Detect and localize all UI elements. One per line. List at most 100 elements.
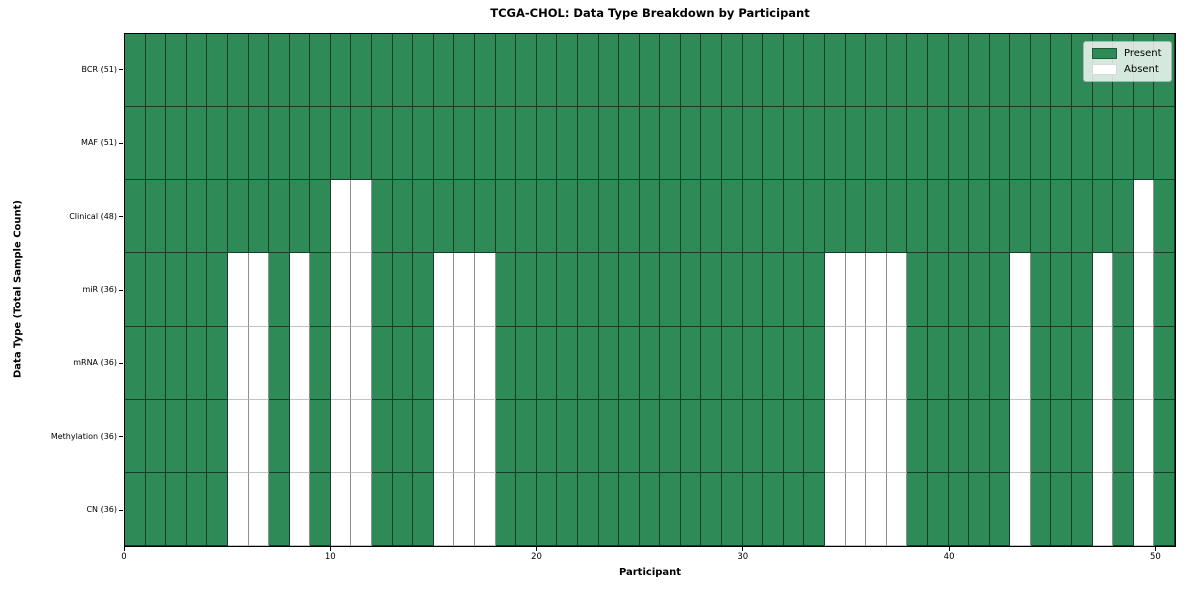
matrix-cell [763,326,784,400]
matrix-cell [186,107,208,181]
matrix-cell [433,34,455,108]
matrix-cell [1113,326,1134,400]
matrix-cell [557,34,578,108]
matrix-cell [166,180,187,254]
matrix-cell [1092,472,1114,546]
matrix-cell [680,399,702,473]
matrix-cell [1010,472,1031,546]
matrix-cell [536,34,558,108]
matrix-cell [722,180,743,254]
matrix-cell [619,472,640,546]
matrix-cell [289,180,311,254]
matrix-cell [742,107,764,181]
matrix-cell [372,399,393,473]
matrix-cell [1010,326,1031,400]
matrix-cell [557,107,578,181]
matrix-cell [454,253,475,327]
matrix-cell [125,107,146,181]
y-tick-label: miR (36) [82,285,117,294]
matrix-cell [927,34,949,108]
matrix-cell [207,180,228,254]
matrix-cell [1030,34,1052,108]
matrix-cell [619,253,640,327]
matrix-cell [1051,107,1073,181]
matrix-cell [227,253,249,327]
matrix-cell [475,399,496,473]
x-axis-label: Participant [618,567,682,578]
matrix-cell [866,34,887,108]
matrix-cell [722,472,743,546]
matrix-cell [804,472,825,546]
matrix-cell [413,399,434,473]
matrix-cell [969,180,990,254]
matrix-cell [207,253,228,327]
matrix-cell [1051,399,1073,473]
matrix-cell [1072,326,1093,400]
matrix-cell [207,107,228,181]
matrix-cell [310,180,331,254]
matrix-cell [166,34,187,108]
matrix-cell [495,472,517,546]
matrix-cell [227,180,249,254]
matrix-cell [475,326,496,400]
matrix-cell [1092,399,1114,473]
matrix-cell [310,326,331,400]
matrix-cell [886,326,908,400]
matrix-cell [927,472,949,546]
matrix-cell [783,180,805,254]
matrix-cell [186,472,208,546]
matrix-cell [227,399,249,473]
matrix-cell [310,472,331,546]
x-tick-mark [536,547,538,551]
matrix-cell [577,34,599,108]
x-tick-mark [329,547,331,551]
matrix-cell [1010,399,1031,473]
legend-label-present: Present [1124,48,1162,59]
matrix-cell [660,472,681,546]
matrix-cell [742,253,764,327]
matrix-cell [248,107,270,181]
y-tick-mark [119,362,123,364]
matrix-cell [186,326,208,400]
y-tick-label: Methylation (36) [50,431,117,441]
matrix-cell [475,253,496,327]
matrix-cell [804,107,825,181]
matrix-cell [413,472,434,546]
matrix-cell [763,253,784,327]
matrix-cell [845,472,867,546]
matrix-cell [763,107,784,181]
matrix-cell [886,180,908,254]
matrix-cell [1133,180,1155,254]
matrix-cell [454,107,475,181]
x-tick-mark [948,547,950,551]
matrix-cell [948,326,970,400]
matrix-cell [680,180,702,254]
matrix-cell [330,180,352,254]
matrix-cell [886,253,908,327]
matrix-cell [454,326,475,400]
matrix-cell [907,326,928,400]
y-tick-mark [119,509,123,511]
matrix-cell [866,326,887,400]
matrix-cell [289,399,311,473]
matrix-cell [166,253,187,327]
matrix-cell [227,107,249,181]
x-tick-label: 30 [737,552,749,562]
matrix-cell [680,326,702,400]
matrix-cell [763,180,784,254]
matrix-cell [1133,253,1155,327]
matrix-cell [269,34,290,108]
matrix-cell [701,399,723,473]
matrix-cell [248,399,270,473]
matrix-cell [1154,180,1175,254]
present-swatch-icon [1092,48,1117,59]
matrix-cell [598,107,620,181]
matrix-cell [413,34,434,108]
matrix-cell [269,253,290,327]
matrix-cell [680,34,702,108]
matrix-cell [248,180,270,254]
matrix-cell [1092,107,1114,181]
matrix-cell [948,472,970,546]
matrix-cell [227,326,249,400]
matrix-cell [927,107,949,181]
